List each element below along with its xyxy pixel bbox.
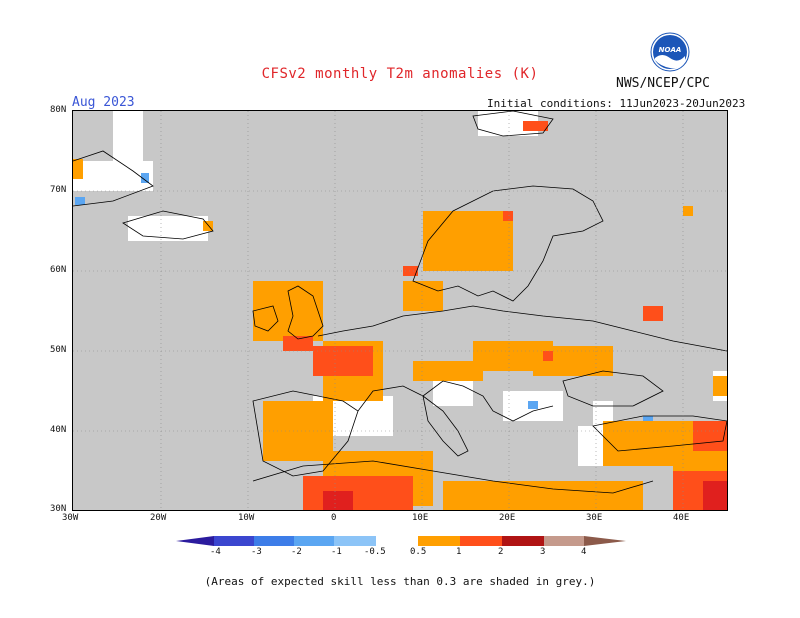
cold-patches — [75, 173, 653, 424]
colorbar-arrow-right — [584, 536, 626, 546]
lon-label: 10E — [412, 513, 429, 523]
colorbar-swatch — [214, 536, 254, 546]
colorbar-label: 1 — [456, 547, 462, 557]
lat-label: 50N — [50, 345, 67, 355]
colorbar-label: -0.5 — [364, 547, 386, 557]
skill-footnote: (Areas of expected skill less than 0.3 a… — [204, 575, 596, 588]
colorbar — [176, 536, 626, 546]
colorbar-label: -4 — [210, 547, 221, 557]
colorbar-label: -2 — [291, 547, 302, 557]
svg-text:NOAA: NOAA — [659, 46, 682, 54]
lon-label: 20W — [150, 513, 167, 523]
lat-label: 60N — [50, 265, 67, 275]
colorbar-swatch — [502, 536, 544, 546]
graticule — [73, 111, 727, 510]
very-hot-patches — [323, 481, 727, 510]
lon-label: 0 — [331, 513, 337, 523]
agency-label: NWS/NCEP/CPC — [616, 76, 710, 91]
anomaly-map — [72, 110, 728, 511]
lat-label: 80N — [50, 105, 67, 115]
colorbar-swatch — [544, 536, 584, 546]
lon-label: 10W — [238, 513, 255, 523]
lon-label: 40E — [673, 513, 690, 523]
colorbar-swatch — [254, 536, 294, 546]
colorbar-swatch — [460, 536, 502, 546]
hot-patches — [283, 121, 727, 510]
colorbar-label: -3 — [251, 547, 262, 557]
colorbar-swatch — [294, 536, 334, 546]
colorbar-label: 0.5 — [410, 547, 427, 557]
lon-label: 20E — [499, 513, 516, 523]
colorbar-label: -1 — [331, 547, 342, 557]
map-title: CFSv2 monthly T2m anomalies (K) — [261, 66, 539, 82]
initial-conditions: Initial conditions: 11Jun2023-20Jun2023 — [487, 97, 746, 110]
noaa-logo: NOAA — [650, 32, 690, 72]
colorbar-label: 4 — [581, 547, 587, 557]
lon-label: 30W — [62, 513, 79, 523]
colorbar-label: 2 — [498, 547, 504, 557]
forecast-month: Aug 2023 — [72, 95, 135, 110]
colorbar-swatch — [376, 536, 418, 546]
lat-label: 30N — [50, 504, 67, 514]
colorbar-label: 3 — [540, 547, 546, 557]
lon-label: 30E — [586, 513, 603, 523]
map-canvas — [73, 111, 727, 510]
colorbar-arrow-left — [176, 536, 214, 546]
colorbar-swatch — [418, 536, 460, 546]
lat-label: 40N — [50, 425, 67, 435]
colorbar-swatch — [334, 536, 376, 546]
lat-label: 70N — [50, 185, 67, 195]
